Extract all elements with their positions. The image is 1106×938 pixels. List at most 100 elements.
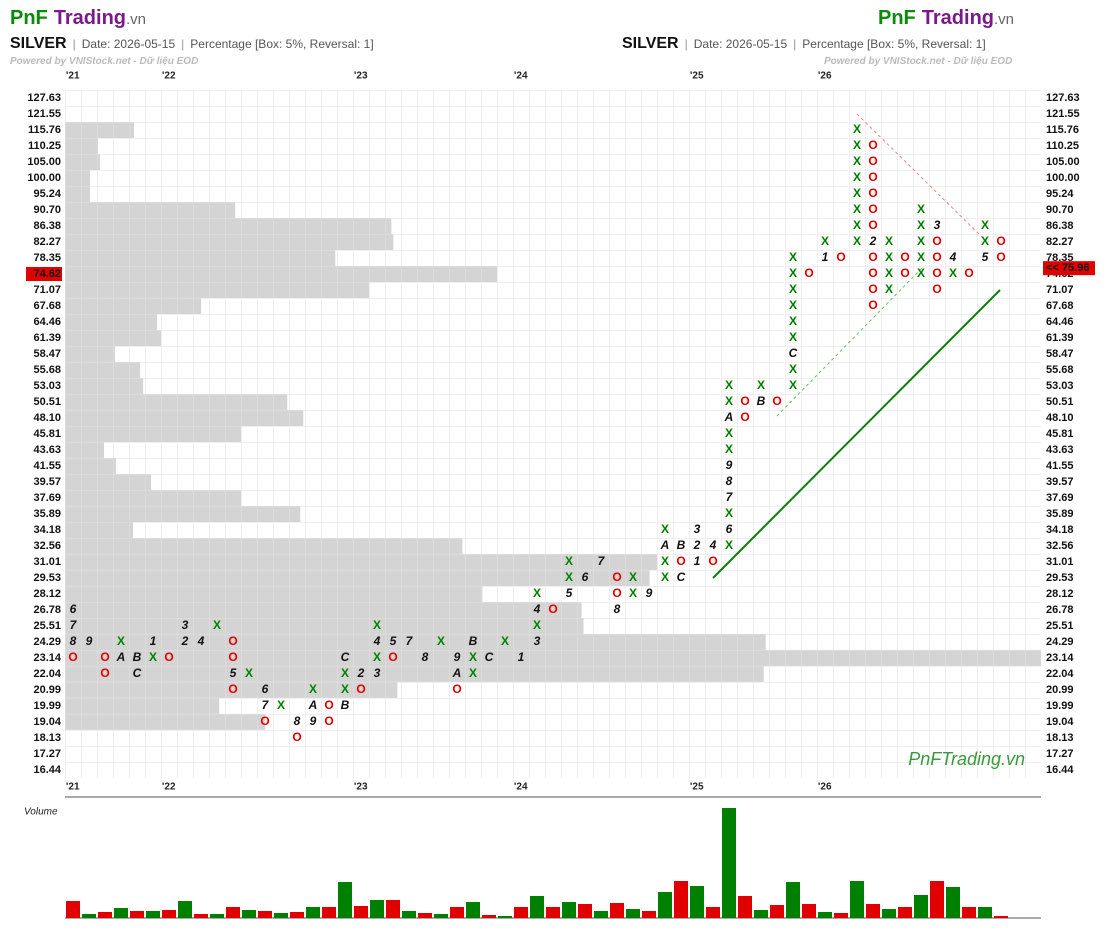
o-box: O: [772, 394, 781, 408]
month-box: 7: [726, 490, 734, 504]
y-tick-label: 32.56: [33, 540, 61, 552]
x-box: X: [853, 234, 861, 248]
x-box: X: [661, 554, 669, 568]
volume-bar: [466, 902, 480, 918]
y-tick-label: 64.46: [1046, 316, 1074, 328]
x-box: X: [629, 586, 637, 600]
month-box: C: [789, 346, 798, 360]
y-tick-label: 121.55: [27, 108, 61, 120]
x-box: X: [341, 682, 349, 696]
volume-bar: [978, 907, 992, 918]
volume-bar: [402, 911, 416, 918]
month-box: 4: [197, 634, 205, 648]
y-tick-label: 55.68: [1046, 364, 1074, 376]
price-highlight: [26, 266, 62, 281]
x-box: X: [437, 634, 445, 648]
volume-bar: [514, 907, 528, 918]
grid: [65, 90, 1041, 778]
channel-trendline: [776, 267, 923, 417]
month-box: 9: [86, 634, 93, 648]
x-year-label: '22: [162, 782, 176, 793]
o-box: O: [868, 154, 877, 168]
x-box: X: [789, 250, 797, 264]
y-tick-label: 74.62: [33, 268, 61, 280]
volume-bar: [994, 916, 1008, 918]
x-box: X: [725, 442, 733, 456]
x-box: X: [725, 378, 733, 392]
x-box: X: [917, 202, 925, 216]
volume-bar: [370, 900, 384, 918]
o-box: O: [164, 650, 173, 664]
o-box: O: [868, 170, 877, 184]
y-tick-label: 100.00: [27, 172, 61, 184]
volume-bar: [242, 910, 256, 918]
last-price-label: << 75.96: [1046, 262, 1089, 274]
x-year-label: '26: [818, 71, 832, 82]
x-box: X: [149, 650, 157, 664]
volume-bar: [98, 912, 112, 918]
y-tick-label: 18.13: [1046, 732, 1074, 744]
y-tick-label: 53.03: [1046, 380, 1074, 392]
volume-bar: [882, 909, 896, 918]
x-box: X: [789, 378, 797, 392]
o-box: O: [804, 266, 813, 280]
o-box: O: [740, 394, 749, 408]
y-tick-label: 26.78: [1046, 604, 1074, 616]
o-box: O: [356, 682, 365, 696]
volume-bar: [850, 881, 864, 918]
month-box: B: [469, 634, 478, 648]
o-box: O: [868, 138, 877, 152]
month-box: A: [660, 538, 670, 552]
y-tick-label: 115.76: [1046, 124, 1079, 136]
o-box: O: [548, 602, 557, 616]
o-box: O: [676, 554, 685, 568]
x-year-label: '25: [690, 782, 704, 793]
month-box: B: [677, 538, 686, 552]
o-box: O: [836, 250, 845, 264]
month-box: 2: [693, 538, 701, 552]
x-box: X: [981, 218, 989, 232]
x-year-label: '25: [690, 71, 704, 82]
y-tick-label: 55.68: [33, 364, 61, 376]
volume-bar: [66, 901, 80, 918]
y-tick-label: 50.51: [1046, 396, 1074, 408]
y-tick-label: 53.03: [33, 380, 61, 392]
x-box: X: [533, 586, 541, 600]
x-box: X: [821, 234, 829, 248]
y-tick-label: 45.81: [1046, 428, 1074, 440]
o-box: O: [292, 730, 301, 744]
volume-bar: [482, 915, 496, 918]
x-year-label: '21: [66, 782, 80, 793]
y-tick-label: 39.57: [1046, 476, 1074, 488]
x-box: X: [917, 250, 925, 264]
month-box: 3: [934, 218, 941, 232]
x-box: X: [245, 666, 253, 680]
y-tick-label: 16.44: [1046, 764, 1074, 776]
brand-trading: Trading: [54, 7, 126, 29]
o-box: O: [868, 298, 877, 312]
o-box: O: [612, 586, 621, 600]
x-box: X: [533, 618, 541, 632]
volume-bar: [290, 912, 304, 918]
month-box: 4: [949, 250, 957, 264]
o-box: O: [868, 266, 877, 280]
month-box: 2: [869, 234, 877, 248]
y-tick-label: 71.07: [1046, 284, 1074, 296]
volume-bar: [610, 903, 624, 918]
volume-bar: [114, 908, 128, 918]
y-tick-label: 105.00: [1046, 156, 1080, 168]
month-box: 9: [310, 714, 317, 728]
y-tick-label: 58.47: [1046, 348, 1074, 360]
volume-bar: [338, 882, 352, 918]
o-box: O: [868, 250, 877, 264]
y-tick-label: 67.68: [33, 300, 61, 312]
support-trendline: [712, 289, 1001, 579]
x-box: X: [661, 570, 669, 584]
y-tick-label: 29.53: [1046, 572, 1074, 584]
y-tick-label: 34.18: [1046, 524, 1074, 536]
x-year-label: '22: [162, 71, 176, 82]
volume-bar: [930, 881, 944, 918]
powered-by: Powered by VNIStock.net - Dữ liệu EOD: [10, 56, 198, 67]
method: Percentage [Box: 5%, Reversal: 1]: [190, 37, 373, 51]
month-box: 1: [150, 634, 157, 648]
